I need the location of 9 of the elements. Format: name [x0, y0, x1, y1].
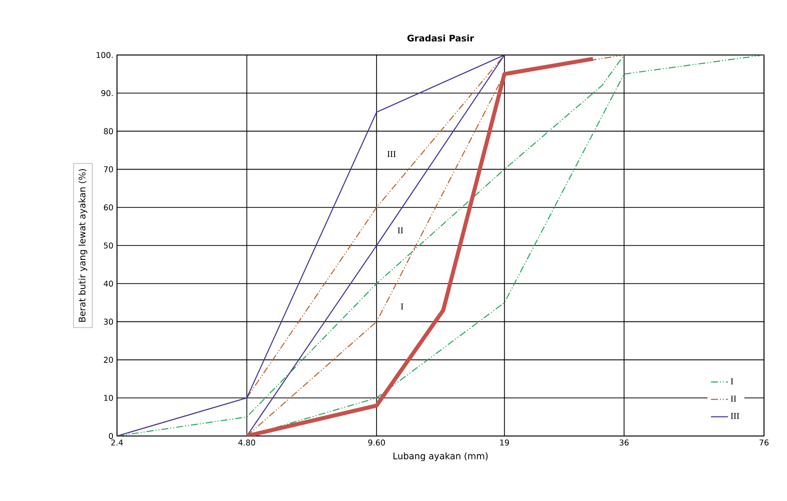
annotation: II: [398, 227, 404, 234]
annotation: I: [400, 304, 404, 310]
legend-label: II: [730, 396, 736, 402]
y-axis-title: Berat butir yang lewat ayakan (%): [78, 169, 88, 322]
chart-title: Gradasi Pasir: [407, 34, 474, 42]
legend-label: I: [730, 378, 734, 384]
annotation: III: [387, 151, 396, 157]
legend-label: III: [730, 413, 740, 419]
x-axis-title: Lubang ayakan (mm): [394, 452, 488, 462]
